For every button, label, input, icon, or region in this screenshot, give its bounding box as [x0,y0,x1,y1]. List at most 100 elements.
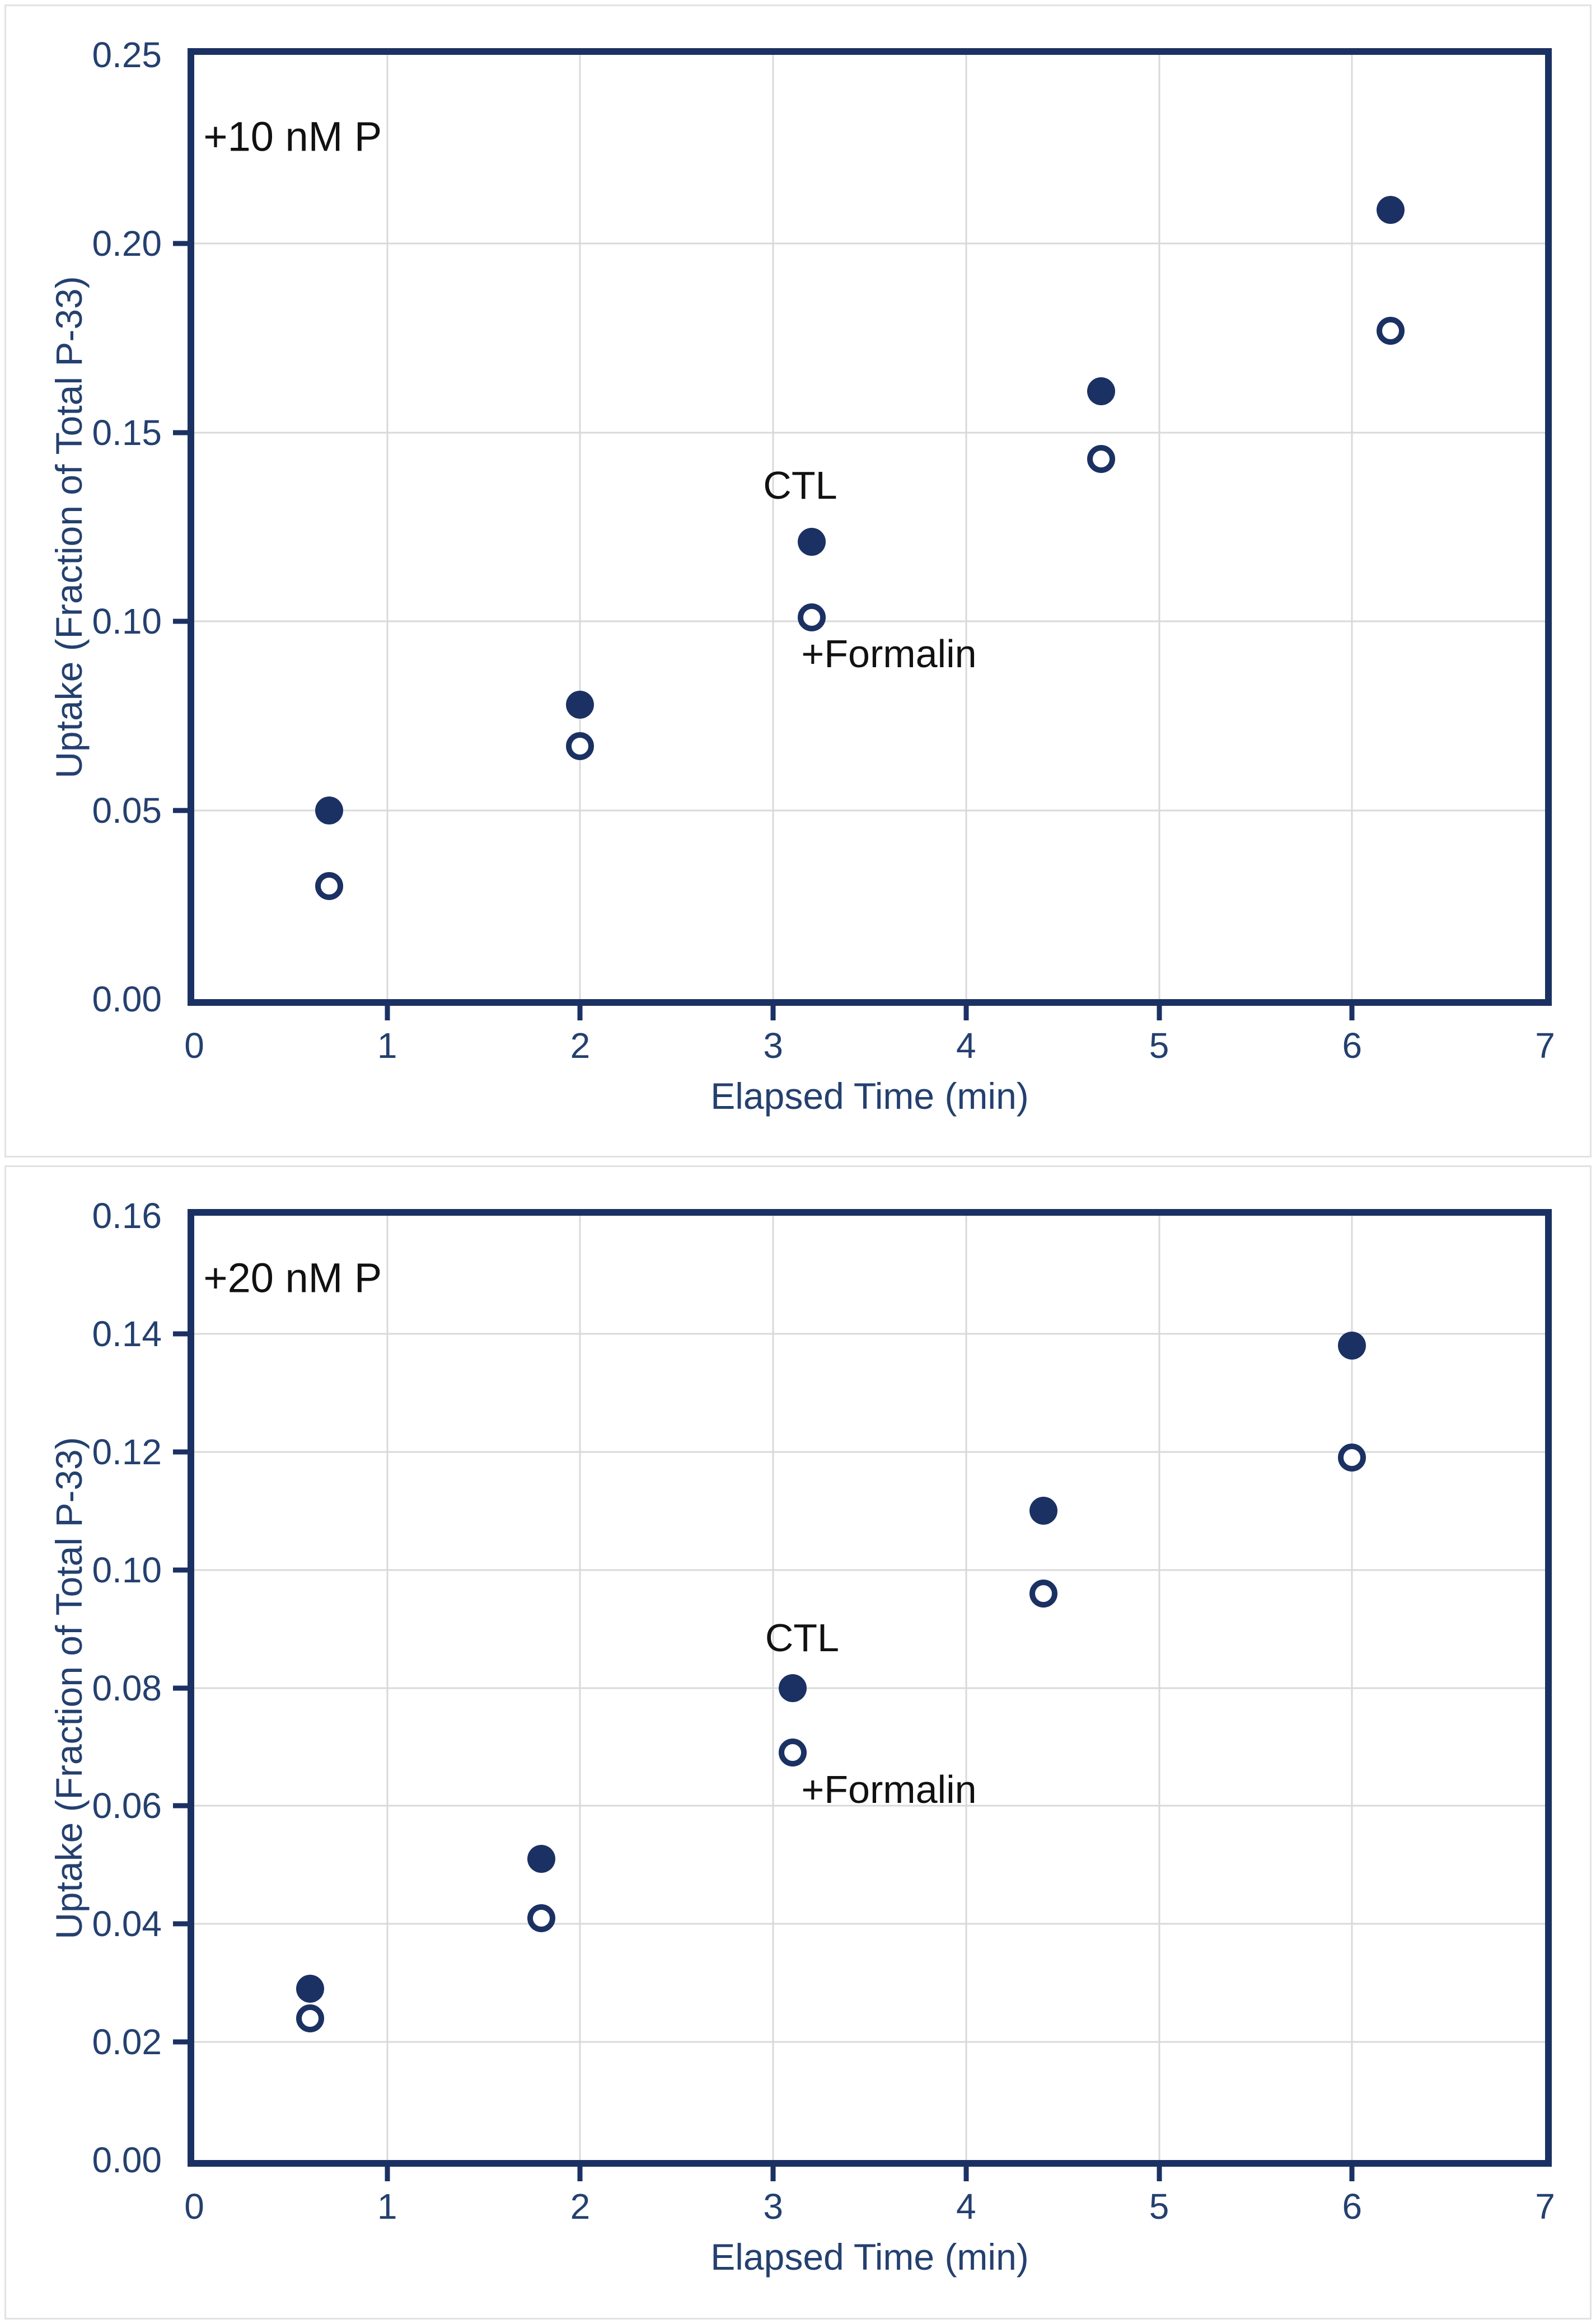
y-axis-tickmark [173,1449,188,1455]
y-tick-label: 0.08 [92,1667,162,1708]
y-axis-tickmark [173,430,188,435]
y-axis-tickmark [173,808,188,813]
gridline-horizontal [194,1923,1545,1925]
x-axis-title-bottom: Elapsed Time (min) [710,2236,1029,2278]
gridline-horizontal [194,1333,1545,1335]
y-axis-title-top: Uptake (Fraction of Total P-33) [48,275,90,779]
x-axis-tickmark [385,2167,390,2181]
ctl-data-point-marker [566,690,595,719]
y-tick-label: 0.00 [92,979,162,1019]
annotation-concentration-top: +10 nM P [203,113,382,160]
gridline-vertical [1351,55,1353,999]
formalin-data-point-marker [798,603,826,632]
y-tick-label: 0.14 [92,1313,162,1354]
chart-panel-bottom: +20 nM P CTL +Formalin Elapsed Time (min… [4,1165,1592,2320]
annotation-concentration-bottom: +20 nM P [203,1254,382,1301]
formalin-data-point-marker [527,1904,556,1932]
gridline-vertical [579,1216,581,2160]
series-label-ctl-bottom: CTL [765,1615,839,1660]
x-tick-label: 4 [956,1025,976,1066]
y-axis-tickmark [173,241,188,246]
x-axis-tickmark [1157,2167,1162,2181]
formalin-data-point-marker [1029,1579,1057,1608]
x-tick-label: 0 [184,2186,204,2227]
y-tick-label: 0.25 [92,35,162,75]
x-tick-label: 7 [1535,2186,1555,2227]
x-tick-label: 5 [1149,2186,1169,2227]
x-tick-label: 1 [377,2186,397,2227]
ctl-data-point-marker [778,1674,807,1702]
x-axis-tickmark [577,2167,583,2181]
y-axis-tickmark [173,1567,188,1573]
x-axis-title-top: Elapsed Time (min) [710,1075,1029,1117]
x-tick-label: 0 [184,1025,204,1066]
gridline-horizontal [194,1805,1545,1807]
formalin-data-point-marker [296,2004,324,2032]
x-axis-tickmark [770,2167,776,2181]
series-label-formalin-top: +Formalin [801,631,977,676]
ctl-data-point-marker [1087,377,1116,405]
x-tick-label: 3 [763,1025,783,1066]
y-tick-label: 0.10 [92,1549,162,1590]
gridline-vertical [1158,55,1160,999]
y-axis-tickmark [173,2039,188,2045]
gridline-horizontal [194,1451,1545,1453]
gridline-horizontal [194,620,1545,622]
y-tick-label: 0.06 [92,1786,162,1826]
formalin-data-point-marker [1087,445,1116,474]
formalin-data-point-marker [315,872,344,900]
x-axis-tickmark [963,2167,969,2181]
y-axis-tickmark [173,1803,188,1808]
y-tick-label: 0.05 [92,790,162,831]
x-tick-label: 4 [956,2186,976,2227]
gridline-vertical [579,55,581,999]
ctl-data-point-marker [296,1975,324,2003]
ctl-data-point-marker [1338,1331,1366,1360]
x-axis-tickmark [577,1006,583,1020]
chart-panel-top: +10 nM P CTL +Formalin Elapsed Time (min… [4,4,1592,1158]
gridline-vertical [1158,1216,1160,2160]
gridline-horizontal [194,2041,1545,2043]
y-tick-label: 0.15 [92,412,162,453]
x-tick-label: 1 [377,1025,397,1066]
x-tick-label: 2 [570,1025,591,1066]
plot-area-top: +10 nM P CTL +Formalin Elapsed Time (min… [48,35,1555,1117]
x-axis-tickmark [1349,2167,1355,2181]
gridline-vertical [772,1216,774,2160]
x-tick-label: 6 [1342,1025,1363,1066]
x-tick-label: 3 [763,2186,783,2227]
ctl-data-point-marker [527,1845,556,1873]
gridline-vertical [965,1216,967,2160]
gridline-vertical [386,1216,389,2160]
series-label-ctl-top: CTL [763,463,837,508]
ctl-data-point-marker [798,528,826,556]
y-axis-tickmark [173,1685,188,1690]
y-tick-label: 0.16 [92,1196,162,1236]
y-tick-label: 0.02 [92,2022,162,2063]
gridline-horizontal [194,242,1545,245]
y-tick-label: 0.00 [92,2140,162,2180]
gridline-horizontal [194,1687,1545,1689]
ctl-data-point-marker [1377,195,1405,224]
x-axis-tickmark [385,1006,390,1020]
x-tick-label: 7 [1535,1025,1555,1066]
gridline-horizontal [194,432,1545,434]
y-tick-label: 0.20 [92,223,162,264]
x-axis-tickmark [1157,1006,1162,1020]
x-axis-tickmark [963,1006,969,1020]
y-axis-tickmark [173,1921,188,1927]
formalin-data-point-marker [1338,1444,1366,1472]
formalin-data-point-marker [778,1739,807,1767]
x-tick-label: 2 [570,2186,591,2227]
ctl-data-point-marker [1029,1497,1057,1525]
series-label-formalin-bottom: +Formalin [801,1767,977,1811]
gridline-vertical [965,55,967,999]
gridline-vertical [386,55,389,999]
gridline-vertical [772,55,774,999]
x-tick-label: 6 [1342,2186,1363,2227]
x-axis-tickmark [770,1006,776,1020]
y-axis-title-bottom: Uptake (Fraction of Total P-33) [48,1436,90,1939]
gridline-horizontal [194,809,1545,812]
x-axis-tickmark [1349,1006,1355,1020]
